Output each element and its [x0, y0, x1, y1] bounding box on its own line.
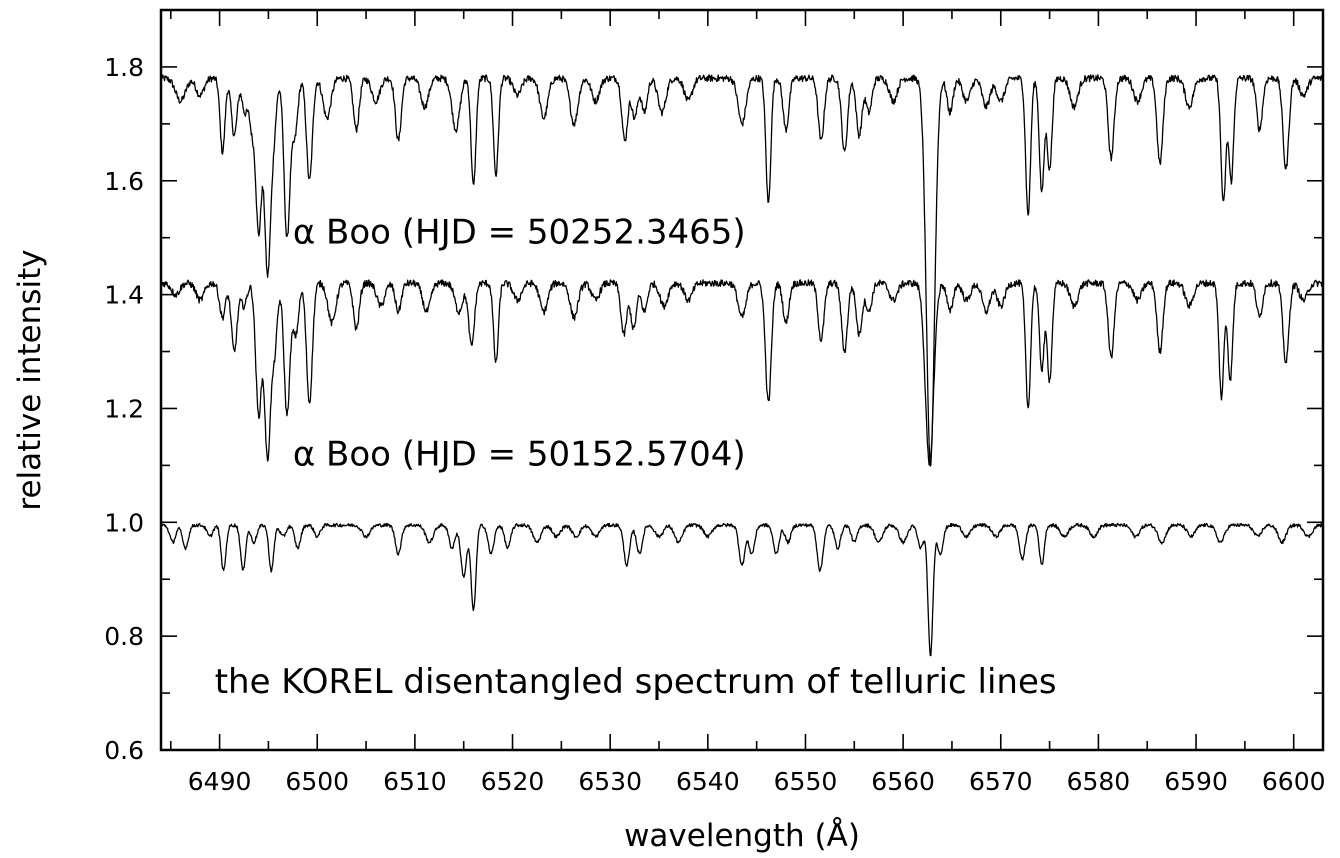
annotation-1: α Boo (HJD = 50252.3465)	[293, 212, 746, 252]
x-tick-label: 6540	[676, 767, 740, 796]
spectrum-line-3	[160, 522, 1324, 657]
x-tick-label: 6520	[481, 767, 545, 796]
spectra-layer	[160, 74, 1324, 657]
tick-labels: 6490 6500 6510 6520 6530 6540 6550 6560 6570 6580…	[104, 53, 1325, 796]
annotation-3: the KOREL disentangled spectrum of tellu…	[215, 662, 1057, 702]
x-tick-label: 6530	[578, 767, 642, 796]
plot-frame	[159, 8, 1325, 752]
x-axis-label: wavelength (Å)	[624, 818, 860, 854]
x-tick-label: 6490	[188, 767, 252, 796]
x-tick-label: 6590	[1164, 767, 1228, 796]
y-tick-label: 0.6	[104, 736, 144, 765]
y-tick-label: 1.4	[104, 281, 144, 310]
spectrum-line-2	[160, 279, 1324, 466]
y-tick-label: 1.0	[104, 508, 144, 537]
y-tick-label: 1.2	[104, 394, 144, 423]
y-axis-label: relative intensity	[12, 249, 48, 510]
annotation-2: α Boo (HJD = 50152.5704)	[293, 434, 746, 474]
y-tick-label: 1.6	[104, 167, 144, 196]
axis-ticks	[161, 9, 1323, 751]
x-tick-label: 6580	[1067, 767, 1131, 796]
x-tick-label: 6550	[774, 767, 838, 796]
x-tick-label: 6510	[383, 767, 447, 796]
y-tick-label: 1.8	[104, 53, 144, 82]
spectrum-line-1	[160, 74, 1324, 467]
y-tick-label: 0.8	[104, 622, 144, 651]
annotations: α Boo (HJD = 50252.3465) α Boo (HJD = 501…	[215, 212, 1057, 702]
x-tick-label: 6600	[1262, 767, 1326, 796]
x-tick-label: 6500	[285, 767, 349, 796]
x-tick-label: 6560	[871, 767, 935, 796]
x-tick-label: 6570	[969, 767, 1033, 796]
